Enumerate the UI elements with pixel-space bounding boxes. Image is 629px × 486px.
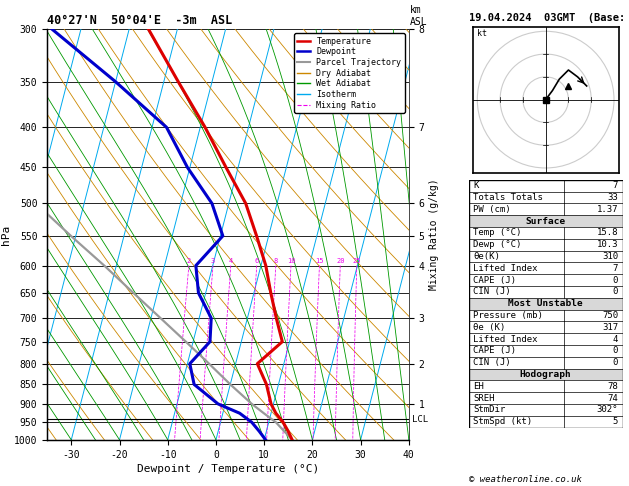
Text: 15: 15 xyxy=(315,258,324,263)
Text: θe (K): θe (K) xyxy=(473,323,506,332)
Text: kt: kt xyxy=(477,29,487,38)
Text: 0: 0 xyxy=(613,276,618,285)
Text: Dewp (°C): Dewp (°C) xyxy=(473,240,521,249)
FancyBboxPatch shape xyxy=(469,369,623,381)
Text: StmSpd (kt): StmSpd (kt) xyxy=(473,417,532,426)
Text: PW (cm): PW (cm) xyxy=(473,205,511,214)
Text: 25: 25 xyxy=(352,258,361,263)
Text: 6: 6 xyxy=(255,258,259,263)
Y-axis label: hPa: hPa xyxy=(1,225,11,244)
Text: EH: EH xyxy=(473,382,484,391)
Text: Temp (°C): Temp (°C) xyxy=(473,228,521,238)
Text: 78: 78 xyxy=(608,382,618,391)
Text: 317: 317 xyxy=(602,323,618,332)
Text: 20: 20 xyxy=(336,258,345,263)
Text: 0: 0 xyxy=(613,287,618,296)
Y-axis label: Mixing Ratio (g/kg): Mixing Ratio (g/kg) xyxy=(428,179,438,290)
Text: © weatheronline.co.uk: © weatheronline.co.uk xyxy=(469,474,581,484)
Text: 8: 8 xyxy=(274,258,278,263)
Text: 1.37: 1.37 xyxy=(596,205,618,214)
Text: CAPE (J): CAPE (J) xyxy=(473,276,516,285)
Text: 10.3: 10.3 xyxy=(596,240,618,249)
Text: CAPE (J): CAPE (J) xyxy=(473,347,516,355)
FancyBboxPatch shape xyxy=(469,215,623,227)
Text: 33: 33 xyxy=(608,193,618,202)
Text: Totals Totals: Totals Totals xyxy=(473,193,543,202)
Text: Most Unstable: Most Unstable xyxy=(508,299,583,308)
Text: 19.04.2024  03GMT  (Base: 00): 19.04.2024 03GMT (Base: 00) xyxy=(469,13,629,23)
Text: Lifted Index: Lifted Index xyxy=(473,335,538,344)
Text: 7: 7 xyxy=(613,181,618,190)
Text: 15.8: 15.8 xyxy=(596,228,618,238)
Text: 750: 750 xyxy=(602,311,618,320)
Text: CIN (J): CIN (J) xyxy=(473,287,511,296)
Text: θe(K): θe(K) xyxy=(473,252,500,261)
Text: K: K xyxy=(473,181,479,190)
Text: SREH: SREH xyxy=(473,394,495,403)
Text: 5: 5 xyxy=(613,417,618,426)
Text: 74: 74 xyxy=(608,394,618,403)
Text: 0: 0 xyxy=(613,358,618,367)
Text: 2: 2 xyxy=(187,258,191,263)
Legend: Temperature, Dewpoint, Parcel Trajectory, Dry Adiabat, Wet Adiabat, Isotherm, Mi: Temperature, Dewpoint, Parcel Trajectory… xyxy=(294,34,404,113)
Text: 310: 310 xyxy=(602,252,618,261)
Text: 4: 4 xyxy=(613,335,618,344)
Text: Hodograph: Hodograph xyxy=(520,370,572,379)
Text: Lifted Index: Lifted Index xyxy=(473,264,538,273)
Text: km
ASL: km ASL xyxy=(409,5,427,27)
X-axis label: Dewpoint / Temperature (°C): Dewpoint / Temperature (°C) xyxy=(137,464,319,474)
Text: 302°: 302° xyxy=(596,405,618,415)
Text: 7: 7 xyxy=(613,264,618,273)
Text: StmDir: StmDir xyxy=(473,405,506,415)
Text: 3: 3 xyxy=(211,258,215,263)
Text: Pressure (mb): Pressure (mb) xyxy=(473,311,543,320)
Text: Surface: Surface xyxy=(526,217,565,226)
Text: 40°27'N  50°04'E  -3m  ASL: 40°27'N 50°04'E -3m ASL xyxy=(47,14,233,27)
Text: 10: 10 xyxy=(287,258,295,263)
Text: CIN (J): CIN (J) xyxy=(473,358,511,367)
Text: 0: 0 xyxy=(613,347,618,355)
Text: LCL: LCL xyxy=(413,415,428,424)
FancyBboxPatch shape xyxy=(469,298,623,310)
Text: 4: 4 xyxy=(229,258,233,263)
